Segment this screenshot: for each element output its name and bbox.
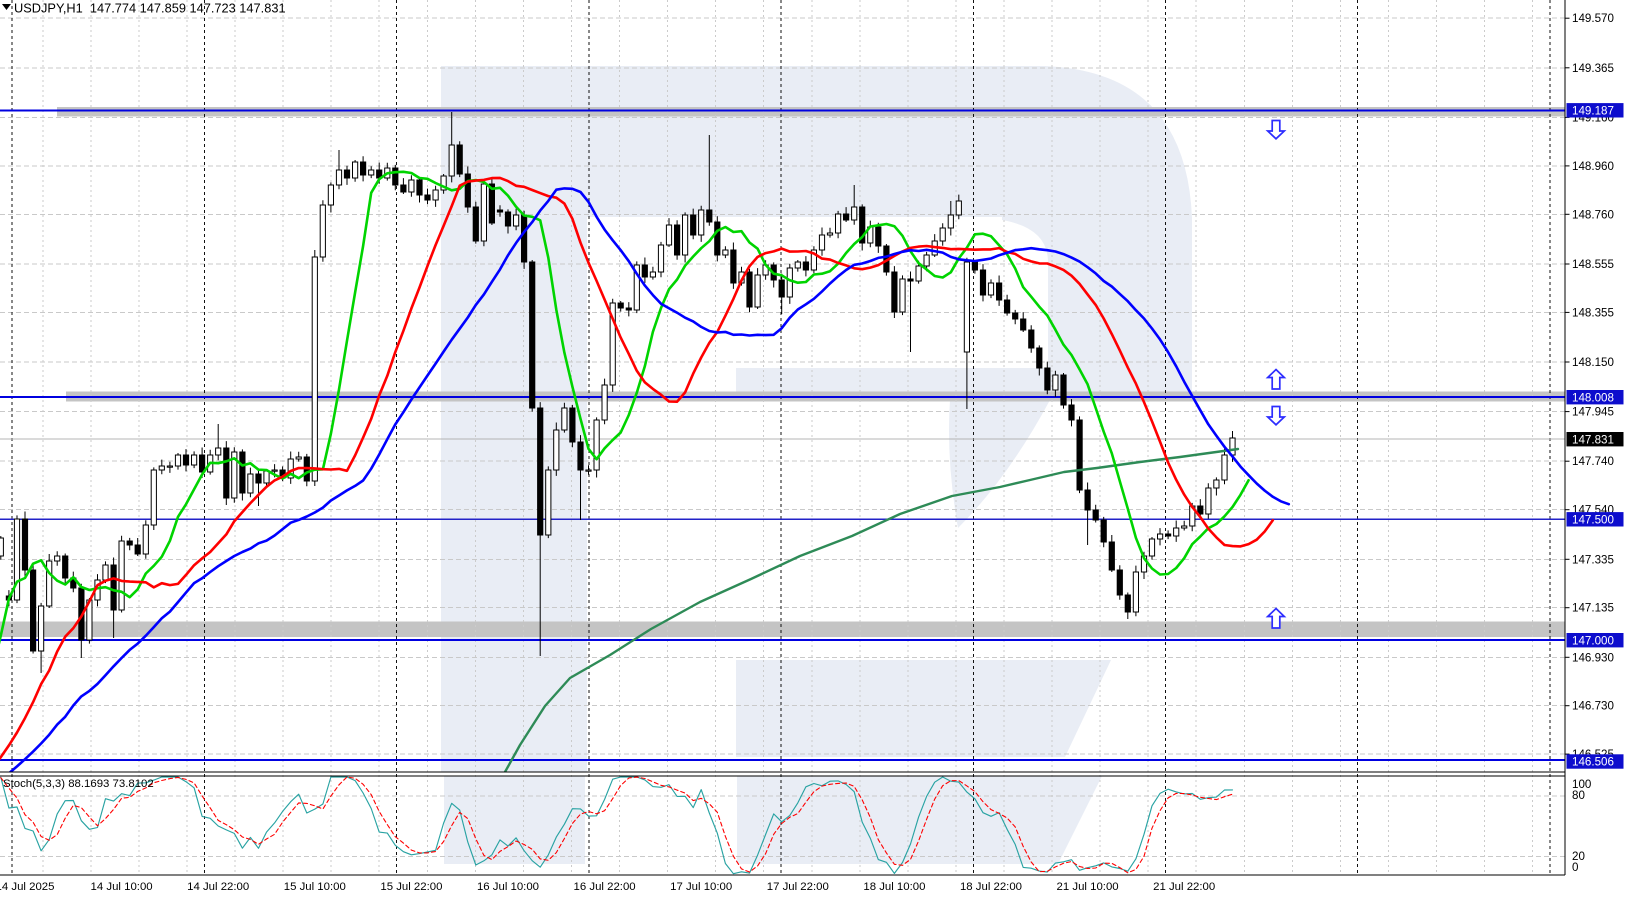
svg-text:16 Jul 22:00: 16 Jul 22:00 <box>574 881 636 893</box>
svg-text:147.135: 147.135 <box>1572 602 1614 615</box>
svg-text:148.150: 148.150 <box>1572 356 1614 369</box>
svg-text:USDJPY,H1 147.774 147.859 147: USDJPY,H1 147.774 147.859 147.723 147.83… <box>14 1 286 16</box>
svg-text:18 Jul 22:00: 18 Jul 22:00 <box>960 881 1022 893</box>
svg-text:147.945: 147.945 <box>1572 406 1614 419</box>
svg-text:20: 20 <box>1572 850 1585 863</box>
svg-text:14 Jul 2025: 14 Jul 2025 <box>0 881 54 893</box>
svg-text:17 Jul 22:00: 17 Jul 22:00 <box>767 881 829 893</box>
svg-text:16 Jul 10:00: 16 Jul 10:00 <box>477 881 539 893</box>
svg-text:146.930: 146.930 <box>1572 651 1614 664</box>
svg-text:147.335: 147.335 <box>1572 553 1614 566</box>
svg-text:15 Jul 22:00: 15 Jul 22:00 <box>380 881 442 893</box>
svg-text:148.355: 148.355 <box>1572 306 1614 319</box>
svg-text:21 Jul 10:00: 21 Jul 10:00 <box>1057 881 1119 893</box>
svg-text:Stoch(5,3,3) 88.1693 73.8102: Stoch(5,3,3) 88.1693 73.8102 <box>3 778 154 790</box>
svg-text:149.570: 149.570 <box>1572 12 1614 25</box>
svg-text:148.008: 148.008 <box>1572 391 1614 404</box>
svg-text:148.760: 148.760 <box>1572 208 1614 221</box>
svg-text:147.740: 147.740 <box>1572 455 1614 468</box>
svg-text:17 Jul 10:00: 17 Jul 10:00 <box>670 881 732 893</box>
svg-text:147.500: 147.500 <box>1572 514 1614 527</box>
svg-text:147.831: 147.831 <box>1572 433 1614 446</box>
svg-text:146.506: 146.506 <box>1572 756 1614 769</box>
svg-text:148.960: 148.960 <box>1572 160 1614 173</box>
svg-text:80: 80 <box>1572 789 1585 802</box>
svg-text:149.187: 149.187 <box>1572 105 1614 118</box>
svg-text:0: 0 <box>1572 861 1578 874</box>
svg-text:14 Jul 22:00: 14 Jul 22:00 <box>187 881 249 893</box>
svg-text:148.555: 148.555 <box>1572 258 1614 271</box>
svg-text:149.365: 149.365 <box>1572 62 1614 75</box>
svg-text:100: 100 <box>1572 778 1591 791</box>
svg-text:21 Jul 22:00: 21 Jul 22:00 <box>1153 881 1215 893</box>
svg-text:147.000: 147.000 <box>1572 634 1614 647</box>
svg-text:18 Jul 10:00: 18 Jul 10:00 <box>863 881 925 893</box>
svg-text:146.730: 146.730 <box>1572 700 1614 713</box>
svg-text:15 Jul 10:00: 15 Jul 10:00 <box>284 881 346 893</box>
svg-text:14 Jul 10:00: 14 Jul 10:00 <box>91 881 153 893</box>
